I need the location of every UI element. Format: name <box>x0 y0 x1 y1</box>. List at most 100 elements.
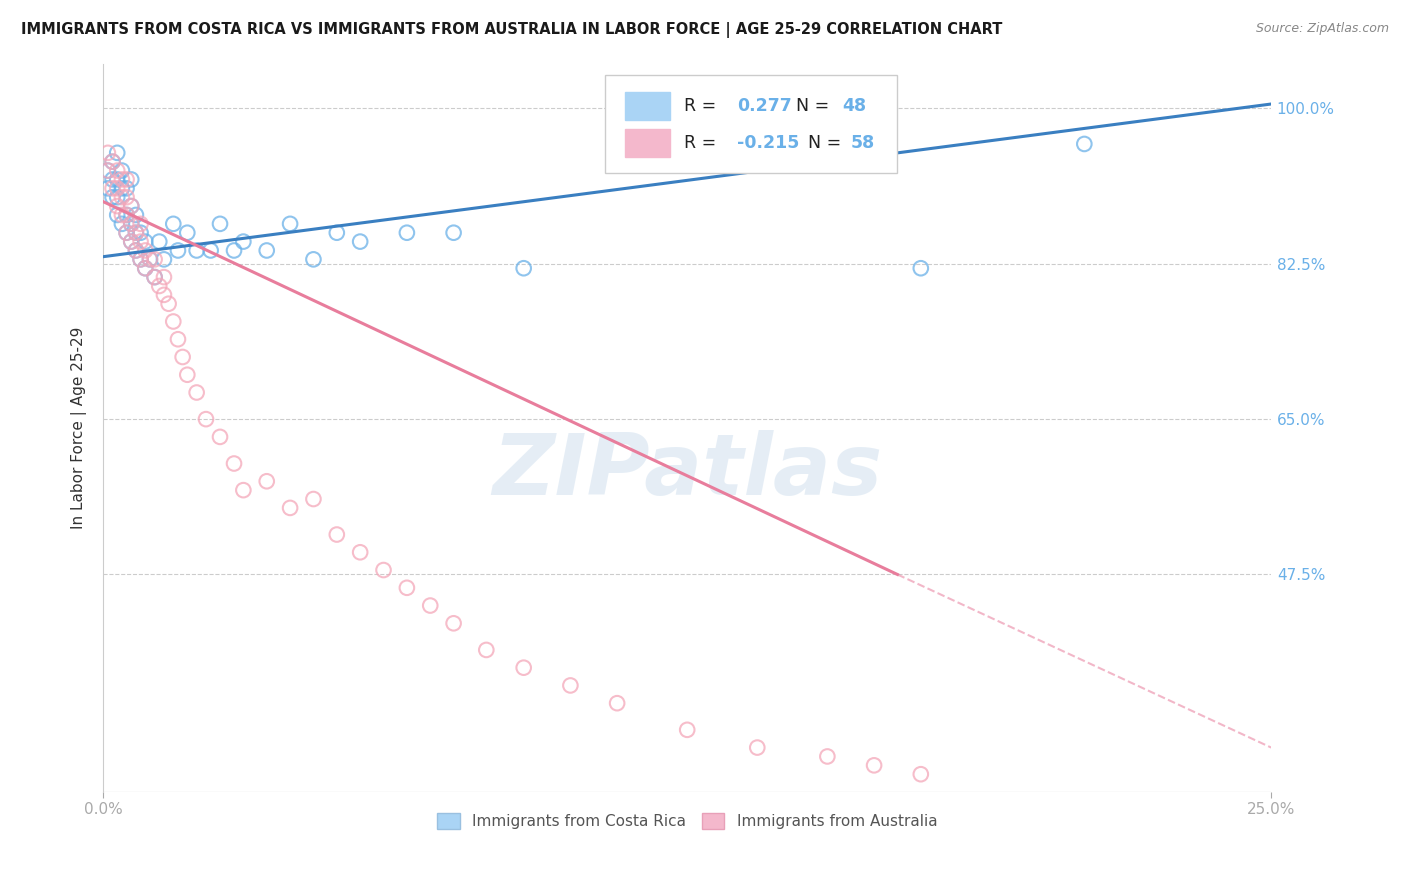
Bar <box>626 128 669 156</box>
Point <box>326 527 349 541</box>
Point <box>256 244 278 258</box>
Point <box>172 350 194 364</box>
Point <box>111 217 134 231</box>
Text: N =: N = <box>807 134 841 152</box>
Point <box>747 740 769 755</box>
Point <box>105 181 128 195</box>
Point <box>105 172 128 186</box>
Point <box>162 217 184 231</box>
Point <box>195 412 218 426</box>
Text: R =: R = <box>683 97 716 115</box>
Point <box>129 226 152 240</box>
Point <box>512 661 534 675</box>
Point <box>101 154 124 169</box>
Point <box>512 261 534 276</box>
Point <box>326 226 349 240</box>
Point <box>208 217 231 231</box>
Point <box>105 163 128 178</box>
Point <box>373 563 395 577</box>
Point <box>115 208 138 222</box>
Point <box>111 208 134 222</box>
Text: IMMIGRANTS FROM COSTA RICA VS IMMIGRANTS FROM AUSTRALIA IN LABOR FORCE | AGE 25-: IMMIGRANTS FROM COSTA RICA VS IMMIGRANTS… <box>21 22 1002 38</box>
Point <box>186 385 208 400</box>
Point <box>176 368 198 382</box>
Point <box>125 226 148 240</box>
Point <box>115 172 138 186</box>
Text: ZIPatlas: ZIPatlas <box>492 430 883 513</box>
Point <box>200 244 222 258</box>
Text: -0.215: -0.215 <box>737 134 800 152</box>
Point <box>910 767 932 781</box>
Point <box>120 217 142 231</box>
Point <box>111 190 134 204</box>
Point <box>115 181 138 195</box>
Point <box>606 696 628 710</box>
Point <box>105 199 128 213</box>
Point <box>101 172 124 186</box>
Point <box>167 244 190 258</box>
Point <box>105 145 128 160</box>
Point <box>129 235 152 249</box>
Point <box>208 430 231 444</box>
Point <box>134 261 156 276</box>
Y-axis label: In Labor Force | Age 25-29: In Labor Force | Age 25-29 <box>72 326 87 529</box>
Point <box>139 252 162 267</box>
Point <box>115 226 138 240</box>
Point <box>111 181 134 195</box>
Point <box>143 270 166 285</box>
Text: Source: ZipAtlas.com: Source: ZipAtlas.com <box>1256 22 1389 36</box>
Point <box>278 500 301 515</box>
Point <box>278 217 301 231</box>
Point <box>910 261 932 276</box>
Point <box>232 235 254 249</box>
Point <box>97 145 120 160</box>
Point <box>186 244 208 258</box>
Point <box>115 208 138 222</box>
Point <box>129 252 152 267</box>
Point <box>475 643 498 657</box>
Point <box>129 252 152 267</box>
Point <box>863 758 886 772</box>
Point <box>395 226 418 240</box>
Point <box>302 491 325 506</box>
Text: N =: N = <box>796 97 830 115</box>
Point <box>419 599 441 613</box>
Point <box>101 190 124 204</box>
Legend: Immigrants from Costa Rica, Immigrants from Australia: Immigrants from Costa Rica, Immigrants f… <box>432 807 943 835</box>
Point <box>256 475 278 489</box>
Point <box>120 199 142 213</box>
Point <box>153 288 176 302</box>
Point <box>153 270 176 285</box>
Point <box>148 279 170 293</box>
Point <box>153 252 176 267</box>
Point <box>105 190 128 204</box>
Point <box>815 749 838 764</box>
Point <box>232 483 254 497</box>
Point <box>139 252 162 267</box>
Point <box>134 244 156 258</box>
Point <box>101 154 124 169</box>
Point <box>120 235 142 249</box>
Point <box>349 235 371 249</box>
Point <box>395 581 418 595</box>
Point <box>115 226 138 240</box>
Point <box>302 252 325 267</box>
Point <box>167 332 190 346</box>
Point <box>157 297 180 311</box>
Point <box>125 226 148 240</box>
Text: R =: R = <box>683 134 716 152</box>
Point <box>143 270 166 285</box>
Point <box>560 678 582 692</box>
Point <box>111 172 134 186</box>
Point <box>111 163 134 178</box>
Point <box>115 190 138 204</box>
Bar <box>626 93 669 120</box>
Point <box>105 208 128 222</box>
Point <box>443 226 465 240</box>
Point <box>97 163 120 178</box>
Point <box>176 226 198 240</box>
Point <box>162 314 184 328</box>
Point <box>97 181 120 195</box>
Point <box>120 235 142 249</box>
Point <box>120 217 142 231</box>
